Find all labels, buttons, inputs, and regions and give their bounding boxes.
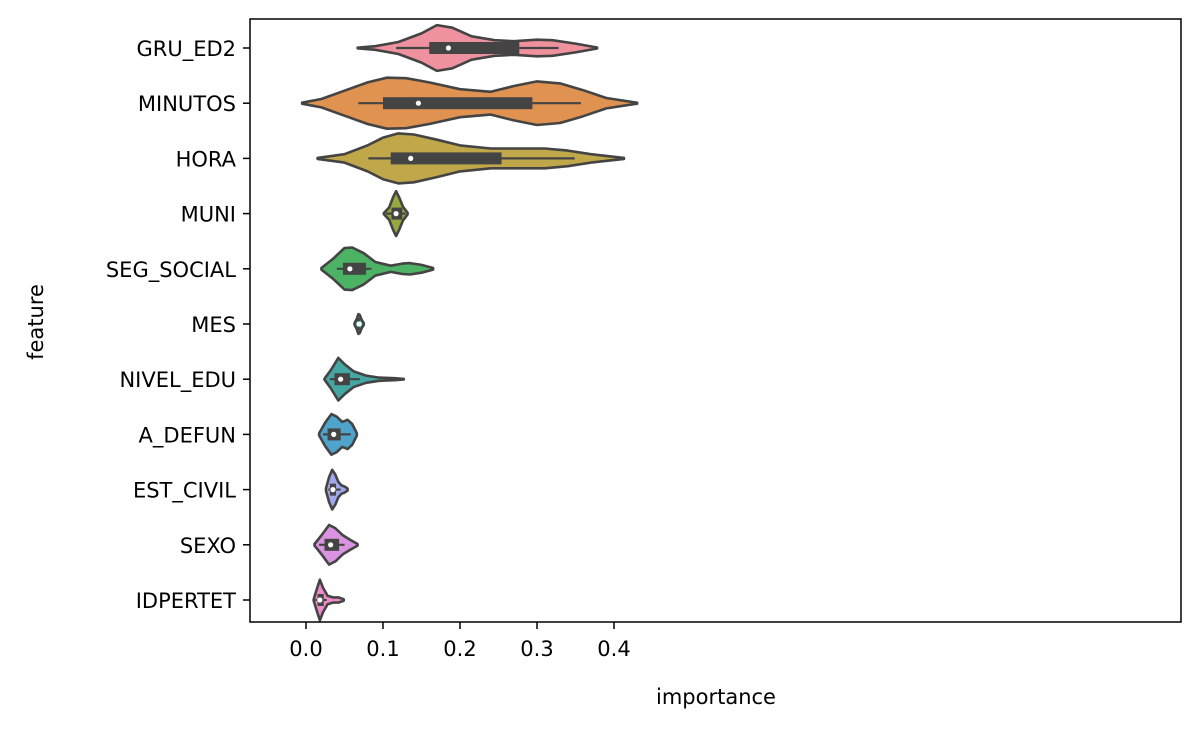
violin-body bbox=[320, 246, 435, 292]
y-tick-label: MES bbox=[191, 313, 236, 337]
y-tick-label: MUNI bbox=[181, 203, 236, 227]
violin-nivel_edu bbox=[323, 356, 406, 402]
violin-iqr-box bbox=[390, 152, 502, 165]
violin-iqr-box bbox=[342, 262, 367, 275]
y-axis-label: feature bbox=[24, 284, 48, 360]
violin-est_civil bbox=[324, 468, 349, 511]
violin-minutos bbox=[300, 76, 639, 130]
x-axis-label: importance bbox=[656, 685, 776, 709]
x-tick-label: 0.0 bbox=[289, 637, 322, 661]
violin-median bbox=[393, 211, 399, 217]
violin-iqr-box bbox=[429, 42, 520, 54]
violin-median bbox=[356, 321, 362, 327]
violin-median bbox=[317, 597, 323, 603]
violin-median bbox=[328, 542, 334, 548]
y-tick-label: EST_CIVIL bbox=[133, 479, 236, 504]
violin-a_defun bbox=[317, 412, 359, 456]
violin-idpertet bbox=[312, 578, 345, 622]
y-tick-label: GRU_ED2 bbox=[136, 37, 236, 62]
plot-frame bbox=[249, 18, 1182, 623]
violin-median bbox=[445, 45, 452, 51]
violin-body bbox=[312, 578, 345, 622]
x-tick-label: 0.1 bbox=[366, 637, 399, 661]
x-tick-label: 0.4 bbox=[597, 637, 630, 661]
violins-layer bbox=[300, 23, 639, 622]
x-tick-label: 0.2 bbox=[443, 637, 476, 661]
violin-median bbox=[330, 487, 336, 493]
y-axis: GRU_ED2 MINUTOS HORA MUNI SEG_SOCIAL MES NIVEL… bbox=[106, 37, 250, 613]
violin-hora bbox=[316, 132, 626, 185]
y-tick-label: IDPERTET bbox=[136, 589, 236, 613]
violin-seg_social bbox=[320, 246, 435, 292]
violin-mes bbox=[353, 312, 366, 336]
violin-median bbox=[408, 155, 414, 161]
violin-median bbox=[347, 266, 353, 272]
y-tick-label: HORA bbox=[176, 147, 237, 171]
violin-iqr-box bbox=[383, 97, 533, 110]
y-tick-label: NIVEL_EDU bbox=[119, 368, 236, 393]
x-axis: 0.0 0.1 0.2 0.3 0.4 bbox=[289, 622, 631, 661]
y-tick-label: SEXO bbox=[180, 534, 236, 558]
violin-median bbox=[415, 100, 422, 106]
y-tick-label: A_DEFUN bbox=[139, 423, 236, 448]
y-tick-label: SEG_SOCIAL bbox=[106, 258, 236, 283]
violin-gru_ed2 bbox=[356, 23, 599, 73]
y-tick-label: MINUTOS bbox=[138, 92, 236, 116]
violin-muni bbox=[382, 189, 409, 238]
x-tick-label: 0.3 bbox=[520, 637, 553, 661]
violin-sexo bbox=[313, 523, 359, 566]
violin-median bbox=[338, 376, 344, 382]
violin-body bbox=[323, 356, 406, 402]
violin-median bbox=[331, 431, 337, 437]
